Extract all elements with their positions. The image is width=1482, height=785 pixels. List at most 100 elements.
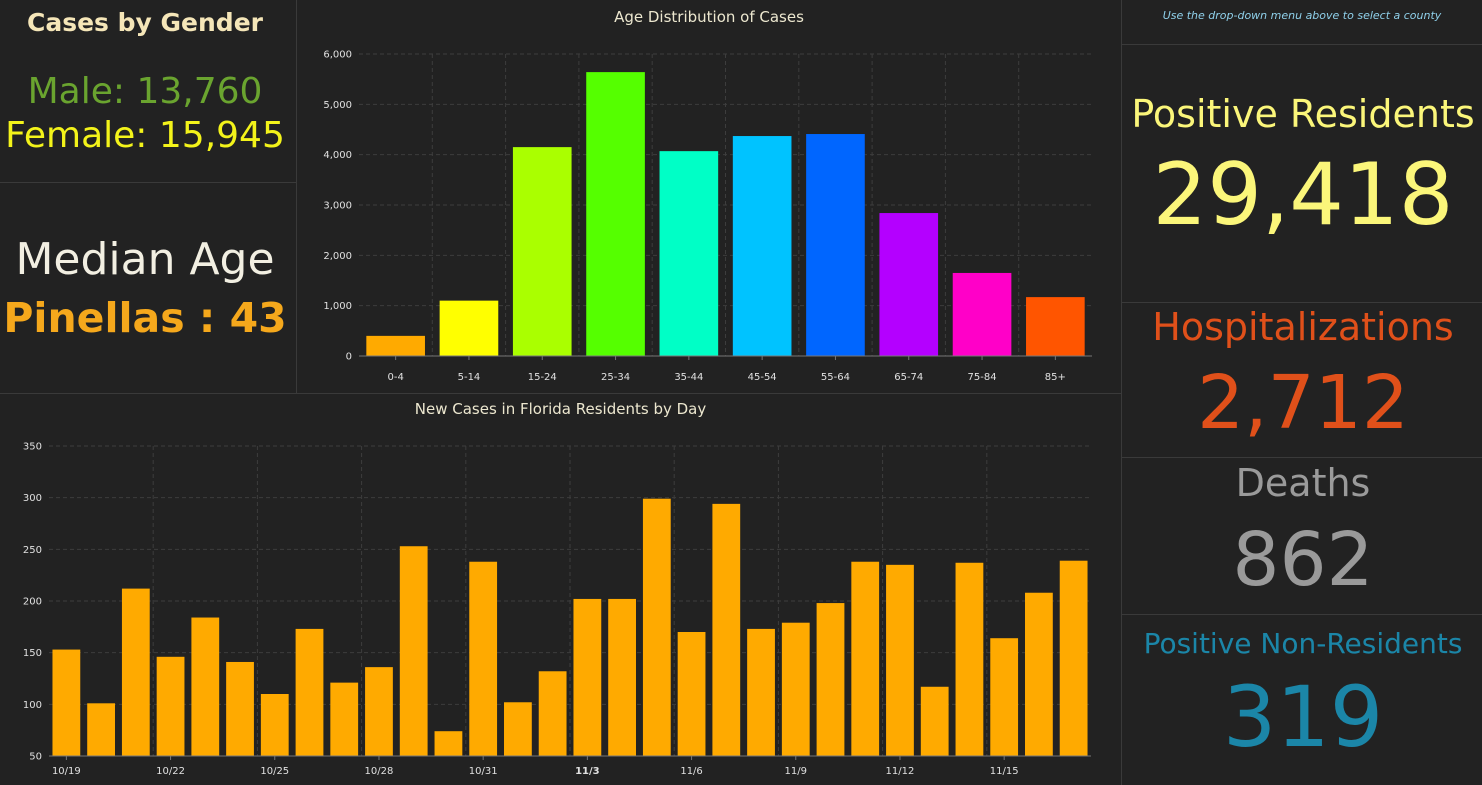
divider-left-vertical [296, 0, 297, 393]
y-tick-label: 300 [23, 493, 42, 504]
divider-middle-horizontal [0, 393, 1121, 394]
y-tick-label: 50 [29, 752, 42, 763]
median-age-value: Pinellas : 43 [0, 294, 290, 342]
bar-11/4 [608, 598, 636, 756]
female-value: 15,945 [158, 115, 285, 156]
y-tick-label: 6,000 [323, 50, 352, 61]
x-tick-label: 5-14 [458, 372, 481, 383]
bar-10/26 [295, 628, 324, 756]
divider-right-4 [1122, 614, 1482, 615]
divider-right-2 [1122, 302, 1482, 303]
bar-10/30 [434, 731, 463, 756]
x-tick-label: 10/31 [469, 766, 498, 777]
y-tick-label: 350 [23, 442, 42, 453]
gender-title: Cases by Gender [27, 8, 263, 37]
bar-10/22 [156, 656, 185, 756]
bar-11/7 [712, 503, 741, 756]
median-separator: : [198, 294, 216, 342]
bar-10/24 [226, 661, 254, 756]
male-label: Male: [27, 71, 125, 112]
deaths-value: 862 [1232, 517, 1374, 603]
y-tick-label: 250 [23, 545, 42, 556]
divider-right-vertical [1121, 0, 1122, 785]
x-tick-label: 10/19 [52, 766, 81, 777]
median-age: 43 [229, 294, 287, 342]
daily-chart-title: New Cases in Florida Residents by Day [414, 400, 707, 418]
bar-11/5 [642, 498, 671, 756]
bar-11/16 [1025, 592, 1053, 756]
bar-11/10 [816, 603, 845, 756]
bar-11/15 [990, 638, 1019, 756]
y-tick-label: 5,000 [323, 100, 352, 111]
hospitalizations-value: 2,712 [1197, 360, 1409, 446]
y-tick-label: 3,000 [323, 201, 352, 212]
female-count: Female: 15,945 [0, 115, 290, 156]
bar-11/12 [886, 564, 914, 756]
bar-15-24 [512, 147, 572, 356]
positive-residents-label: Positive Residents [1131, 92, 1475, 136]
bar-75-84 [952, 272, 1012, 356]
x-tick-label: 15-24 [528, 372, 557, 383]
y-tick-label: 2,000 [323, 251, 352, 262]
x-tick-label: 11/6 [680, 766, 702, 777]
bar-11/3 [573, 598, 602, 756]
y-tick-label: 0 [346, 352, 352, 363]
x-tick-label: 10/28 [365, 766, 394, 777]
x-tick-label: 11/9 [785, 766, 807, 777]
x-tick-label: 75-84 [968, 372, 997, 383]
median-age-label: Median Age [15, 234, 275, 285]
county-hint: Use the drop-down menu above to select a… [1162, 9, 1442, 22]
bar-10/31 [469, 561, 498, 756]
bar-10/20 [87, 703, 115, 756]
bar-11/11 [851, 561, 880, 756]
x-tick-label: 25-34 [601, 372, 630, 383]
bar-25-34 [586, 72, 645, 356]
divider-right-1 [1122, 44, 1482, 45]
bar-11/13 [920, 686, 949, 756]
x-tick-label: 85+ [1045, 372, 1066, 383]
bar-11/2 [538, 671, 567, 756]
divider-left-horizontal [0, 182, 296, 183]
hospitalizations-label: Hospitalizations [1152, 305, 1454, 349]
non-residents-label: Positive Non-Residents [1143, 627, 1463, 660]
bar-10/27 [330, 682, 359, 756]
x-tick-label: 0-4 [387, 372, 403, 383]
x-tick-label: 35-44 [674, 372, 703, 383]
positive-residents-value: 29,418 [1152, 145, 1454, 245]
bar-10/25 [260, 694, 289, 756]
bar-65-74 [879, 213, 939, 356]
bar-10/28 [365, 667, 393, 756]
daily-cases-chart: 50 100 150 200 250 300 350 10/19 10/22 10/25 10/28… [23, 442, 1091, 777]
x-tick-label: 11/15 [990, 766, 1019, 777]
age-distribution-chart: 0 1,000 2,000 3,000 4,000 5,000 6,000 0-4 5-14 15… [323, 50, 1092, 383]
y-tick-label: 200 [23, 597, 42, 608]
x-tick-label: 10/22 [156, 766, 185, 777]
bar-11/17 [1059, 560, 1088, 756]
bar-11/8 [747, 628, 775, 756]
x-tick-label: 11/3 [575, 766, 600, 777]
bar-0-4 [366, 335, 425, 356]
y-tick-label: 150 [23, 648, 42, 659]
age-chart-title: Age Distribution of Cases [614, 8, 804, 26]
x-tick-label: 55-64 [821, 372, 850, 383]
bar-5-14 [439, 300, 499, 356]
y-tick-label: 4,000 [323, 150, 352, 161]
bar-55-64 [806, 134, 865, 356]
bar-11/6 [677, 632, 706, 756]
deaths-label: Deaths [1235, 461, 1371, 505]
non-residents-value: 319 [1222, 668, 1384, 766]
bar-10/29 [399, 546, 428, 756]
bar-11/1 [504, 702, 532, 756]
bar-85+ [1026, 297, 1085, 356]
x-tick-label: 65-74 [894, 372, 923, 383]
male-value: 13,760 [136, 71, 263, 112]
bar-10/21 [121, 588, 150, 756]
x-tick-label: 45-54 [748, 372, 777, 383]
bar-11/9 [781, 622, 810, 756]
divider-right-3 [1122, 457, 1482, 458]
bar-35-44 [659, 151, 719, 356]
bar-11/14 [955, 562, 984, 756]
x-tick-label: 11/12 [886, 766, 915, 777]
bar-10/23 [191, 617, 220, 756]
female-label: Female: [5, 115, 148, 156]
